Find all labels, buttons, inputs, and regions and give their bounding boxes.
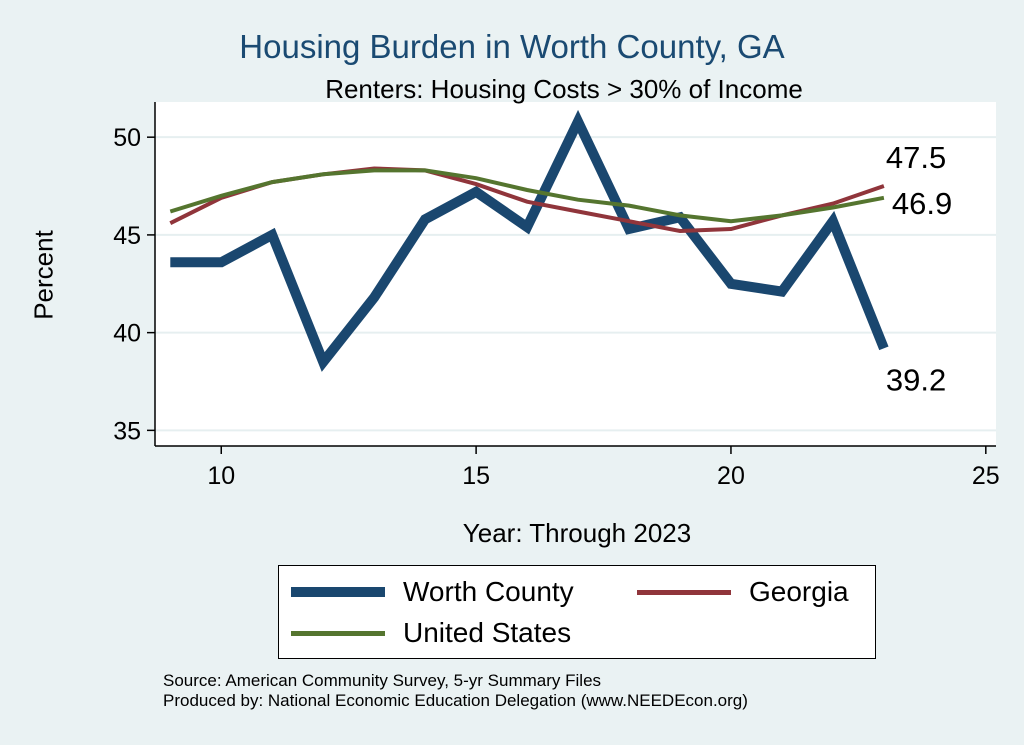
legend-label-united-states: United States	[403, 617, 572, 648]
legend-item-united-states: United States	[291, 617, 571, 649]
plot-area	[155, 102, 996, 446]
legend-label-worth-county: Worth County	[403, 576, 574, 607]
legend-swatch-worth-county	[291, 587, 385, 597]
x-tick-label: 20	[717, 462, 745, 490]
series-line-united-states	[169, 168, 885, 224]
chart-subtitle: Renters: Housing Costs > 30% of Income	[325, 74, 803, 104]
legend: Worth County Georgia United States	[278, 565, 876, 659]
y-tick-label: 40	[113, 320, 141, 348]
y-tick-label: 50	[113, 124, 141, 152]
end-labels: 39.2 47.5 46.9	[886, 140, 952, 397]
axes: 35 40 45 50 10 15 20 25	[113, 102, 1000, 490]
source-line: Source: American Community Survey, 5-yr …	[163, 671, 602, 690]
legend-item-georgia: Georgia	[637, 576, 849, 608]
legend-swatch-united-states	[291, 630, 385, 636]
chart-title: Housing Burden in Worth County, GA	[239, 28, 785, 65]
legend-item-worth-county: Worth County	[291, 576, 574, 608]
source-note: Source: American Community Survey, 5-yr …	[163, 671, 748, 711]
y-tick-label: 35	[113, 417, 141, 445]
legend-label-georgia: Georgia	[749, 576, 849, 607]
end-value-label: 47.5	[886, 140, 946, 175]
end-value-label: 46.9	[892, 186, 952, 221]
legend-swatch-georgia	[637, 589, 731, 595]
x-axis-label: Year: Through 2023	[462, 518, 692, 548]
x-tick-label: 10	[207, 462, 235, 490]
end-value-label: 39.2	[886, 362, 946, 397]
x-tick-label: 25	[972, 462, 1000, 490]
x-tick-label: 15	[462, 462, 490, 490]
series-line-worth-county	[170, 109, 889, 372]
y-tick-label: 45	[113, 222, 141, 250]
series-lines	[169, 109, 889, 372]
y-axis-label: Percent	[28, 230, 59, 320]
producer-line: Produced by: National Economic Education…	[163, 691, 748, 710]
